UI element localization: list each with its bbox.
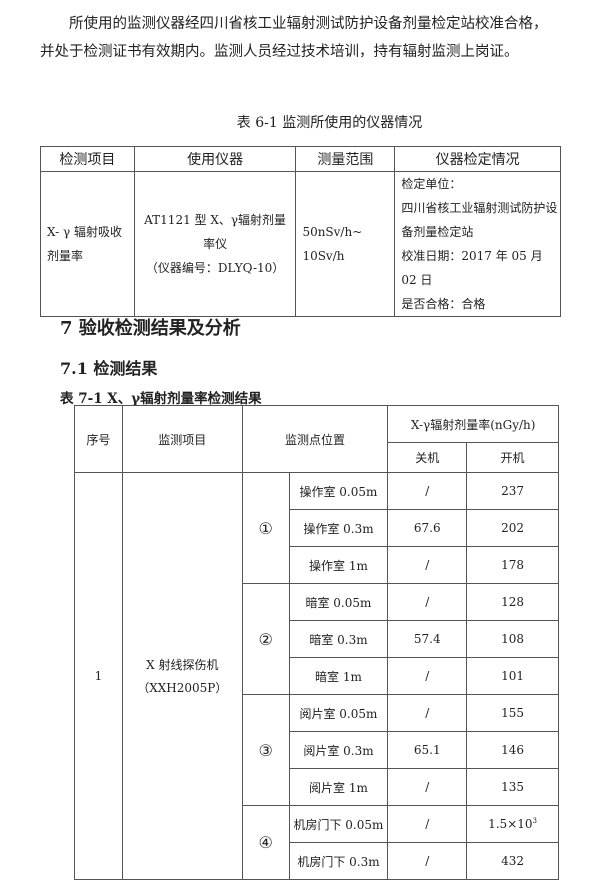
table-6-1-caption: 表 6-1 监测所使用的仪器情况	[236, 115, 423, 131]
off-value-cell: 65.1	[387, 731, 468, 769]
off-value-cell: /	[387, 472, 468, 510]
instrument-cell: AT1121 型 X、γ辐射剂量 率仪 （仪器编号：DLYQ-10）	[133, 171, 297, 317]
off-value-cell: 57.4	[387, 620, 468, 658]
table-row: ③ 阅片室 0.05m/155	[75, 694, 559, 806]
on-value: 1.5×10	[488, 817, 533, 831]
on-value-cell: 432	[466, 842, 559, 880]
off-value-cell: /	[387, 657, 468, 695]
location-cell: 阅片室 0.05m	[288, 694, 389, 732]
header-cell: 序号	[74, 405, 123, 473]
instrument-line: （仪器编号：DLYQ-10）	[145, 261, 285, 275]
on-value-exponent: 3	[532, 817, 537, 825]
on-value-cell: 101	[466, 657, 559, 695]
instrument-line: 率仪	[203, 237, 228, 251]
section-heading: 7 验收检测结果及分析	[60, 318, 241, 339]
table-header-row: 检测项目 使用仪器 测量范围 仪器检定情况	[40, 146, 561, 172]
instrument-line: AT1121 型 X、γ辐射剂量	[144, 213, 287, 227]
table-row: 操作室 0.3m 67.6 202	[75, 509, 559, 547]
range-line: 10Sv/h	[302, 249, 345, 263]
location-cell: 暗室 0.3m	[288, 620, 389, 658]
location-cell: 操作室 0.3m	[288, 509, 389, 547]
location-cell: 阅片室 1m	[288, 768, 389, 806]
off-value-cell: /	[387, 583, 468, 621]
header-cell: 监测项目	[121, 405, 243, 473]
on-value-cell: 237	[466, 472, 559, 510]
location-cell: 机房门下 0.3m	[288, 842, 389, 880]
item-cell: X 射线探伤机 （XXH2005P）	[121, 472, 243, 880]
table-row: ④ 机房门下 0.05m/1.5×103	[75, 805, 559, 880]
off-value-cell: /	[387, 546, 468, 584]
on-value-cell: 202	[466, 509, 559, 547]
header-cell: 开机	[466, 442, 559, 473]
on-value-cell: 178	[466, 546, 559, 584]
header-cell: X-γ辐射剂量率(nGy/h)	[387, 405, 559, 443]
off-value-cell: /	[387, 694, 468, 732]
off-value-cell: /	[387, 768, 468, 806]
header-cell: 关机	[387, 442, 468, 473]
table-row: ② 暗室 0.05m/128	[75, 583, 559, 695]
calibration-cell: 检定单位： 四川省核工业辐射测试防护设 备剂量检定站 校准日期：2017 年 0…	[394, 171, 561, 317]
paragraph-line: 并处于检测证书有效期内。监测人员经过技术培训，持有辐射监测上岗证。	[40, 44, 519, 60]
table-row: 暗室 1m/101	[75, 657, 559, 695]
range-cell: 50nSv/h~ 10Sv/h	[295, 171, 396, 317]
location-cell: 操作室 1m	[288, 546, 389, 584]
point-group-cell: ③	[241, 694, 290, 806]
table-header-row: 关机 开机	[75, 442, 559, 473]
table-header-row: 序号 监测项目 监测点位置 X-γ辐射剂量率(nGy/h)	[74, 405, 559, 473]
location-cell: 暗室 0.05m	[288, 583, 389, 621]
point-group-cell: ①	[241, 472, 290, 584]
subsection-heading: 7.1 检测结果	[60, 359, 158, 378]
calibration-line: 校准日期：2017 年 05 月 02 日	[401, 249, 543, 287]
on-value-cell: 128	[466, 583, 559, 621]
range-line: 50nSv/h~	[302, 225, 363, 239]
location-cell: 操作室 0.05m	[288, 472, 389, 510]
item-line: X 射线探伤机	[146, 658, 219, 672]
header-cell: 测量范围	[295, 146, 396, 172]
item-cell: X- γ 辐射吸收剂量率	[40, 171, 135, 317]
header-cell: 仪器检定情况	[394, 146, 561, 172]
point-group-cell: ④	[241, 805, 290, 880]
header-cell: 使用仪器	[133, 146, 297, 172]
header-cell: 检测项目	[40, 146, 135, 172]
location-cell: 阅片室 0.3m	[288, 731, 389, 769]
item-line: （XXH2005P）	[137, 681, 228, 695]
serial-number-cell: 1	[74, 472, 123, 880]
calibration-line: 是否合格：合格	[401, 297, 486, 311]
header-cell: 监测点位置	[241, 405, 389, 473]
paragraph-line: 所使用的监测仪器经四川省核工业辐射测试防护设备剂量检定站校准合格，	[69, 16, 548, 32]
calibration-line: 检定单位：	[401, 177, 462, 191]
calibration-line: 备剂量检定站	[401, 225, 474, 239]
off-value-cell: 67.6	[387, 509, 468, 547]
calibration-line: 四川省核工业辐射测试防护设	[401, 201, 558, 215]
table-row: X- γ 辐射吸收剂量率 AT1121 型 X、γ辐射剂量 率仪 （仪器编号：D…	[40, 171, 561, 317]
instrument-table: 检测项目 使用仪器 测量范围 仪器检定情况 X- γ 辐射吸收剂量率 AT112…	[40, 146, 561, 317]
on-value-cell: 108	[466, 620, 559, 658]
table-row: 机房门下 0.3m/432	[75, 842, 559, 880]
location-cell: 暗室 1m	[288, 657, 389, 695]
off-value-cell: /	[387, 805, 468, 843]
on-value-cell: 146	[466, 731, 559, 769]
table-row: 阅片室 0.3m 65.1 146	[75, 731, 559, 769]
on-value-cell: 1.5×103	[466, 805, 559, 843]
on-value-cell: 155	[466, 694, 559, 732]
table-7-1-caption: 表 7-1 X、γ辐射剂量率检测结果	[60, 391, 262, 407]
intro-paragraph: 所使用的监测仪器经四川省核工业辐射测试防护设备剂量检定站校准合格， 并处于检测证…	[40, 10, 580, 66]
table-row: 阅片室 1m/135	[75, 768, 559, 806]
on-value-cell: 135	[466, 768, 559, 806]
point-group-cell: ②	[241, 583, 290, 695]
location-cell: 机房门下 0.05m	[288, 805, 389, 843]
table-row: 操作室 1m/178	[75, 546, 559, 584]
off-value-cell: /	[387, 842, 468, 880]
